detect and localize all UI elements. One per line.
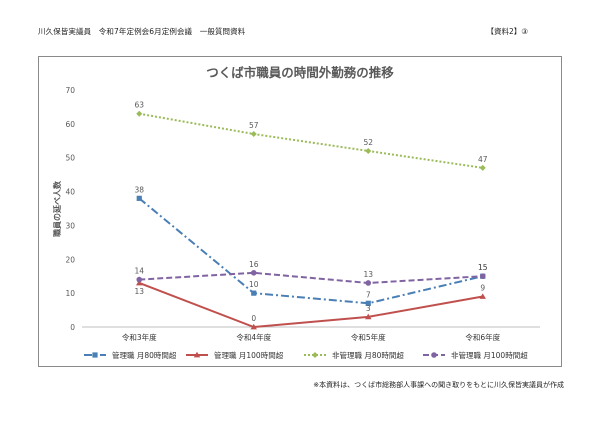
data-label: 38: [134, 185, 144, 194]
legend-label: 非管理職 月100時間超: [451, 350, 528, 360]
y-tick-label: 70: [65, 86, 75, 95]
legend-label: 管理職 月100時間超: [214, 350, 284, 360]
y-tick-label: 60: [65, 120, 75, 129]
x-tick-label: 令和6年度: [465, 332, 500, 342]
x-tick-label: 令和3年度: [122, 332, 157, 342]
data-label: 15: [478, 263, 488, 272]
data-label: 10: [249, 280, 259, 289]
data-label: 13: [363, 270, 373, 279]
y-axis-title: 職員の延べ人数: [52, 180, 62, 237]
legend-marker: [193, 351, 201, 358]
data-point: [250, 270, 257, 276]
chart-title: つくば市職員の時間外勤務の推移: [206, 65, 394, 80]
data-label: 16: [249, 260, 259, 269]
series-line: [138, 197, 483, 305]
document-label: 【資料2】③: [486, 27, 529, 36]
data-point: [479, 273, 486, 280]
y-tick-label: 40: [65, 188, 75, 197]
data-point: [479, 293, 486, 299]
y-tick-label: 30: [65, 221, 75, 230]
data-label: 14: [134, 267, 144, 276]
data-label: 9: [480, 284, 485, 293]
legend-marker: [312, 352, 318, 358]
y-tick-label: 10: [65, 289, 75, 298]
x-tick-label: 令和4年度: [236, 332, 271, 342]
source-footnote: ※本資料は、つくば市総務部人事課への聞き取りをもとに川久保皆実議員が作成: [313, 381, 564, 389]
data-label: 47: [478, 155, 488, 164]
legend-marker: [92, 352, 98, 358]
data-label: 63: [134, 101, 144, 110]
data-point: [136, 276, 143, 283]
series-line: [139, 112, 483, 169]
data-label: 7: [366, 290, 371, 299]
data-label: 0: [251, 314, 256, 323]
data-label: 13: [134, 287, 144, 296]
y-tick-label: 0: [70, 323, 75, 332]
legend-marker: [431, 352, 437, 358]
data-point: [136, 195, 142, 201]
y-tick-label: 50: [65, 154, 75, 163]
data-point: [136, 279, 143, 286]
data-point: [365, 300, 371, 306]
data-point: [250, 131, 257, 138]
data-label: 15: [478, 263, 488, 272]
data-point: [136, 110, 143, 117]
series-line: [139, 271, 483, 284]
data-point: [250, 323, 257, 330]
data-label: 52: [363, 138, 373, 147]
data-label: 57: [249, 121, 259, 130]
data-point: [365, 313, 372, 320]
data-point: [251, 290, 257, 296]
y-tick-label: 20: [65, 255, 75, 264]
legend-label: 非管理職 月80時間超: [332, 350, 404, 360]
data-label: 3: [366, 304, 371, 313]
x-tick-label: 令和5年度: [351, 332, 386, 342]
chart-frame: [38, 56, 562, 367]
data-point: [365, 280, 372, 286]
data-point: [479, 164, 486, 171]
data-point: [365, 147, 372, 154]
series-line: [138, 282, 483, 329]
legend-label: 管理職 月80時間超: [112, 350, 177, 360]
document-header: 川久保皆実議員 令和7年定例会6月定例会議 一般質問資料: [38, 27, 246, 36]
